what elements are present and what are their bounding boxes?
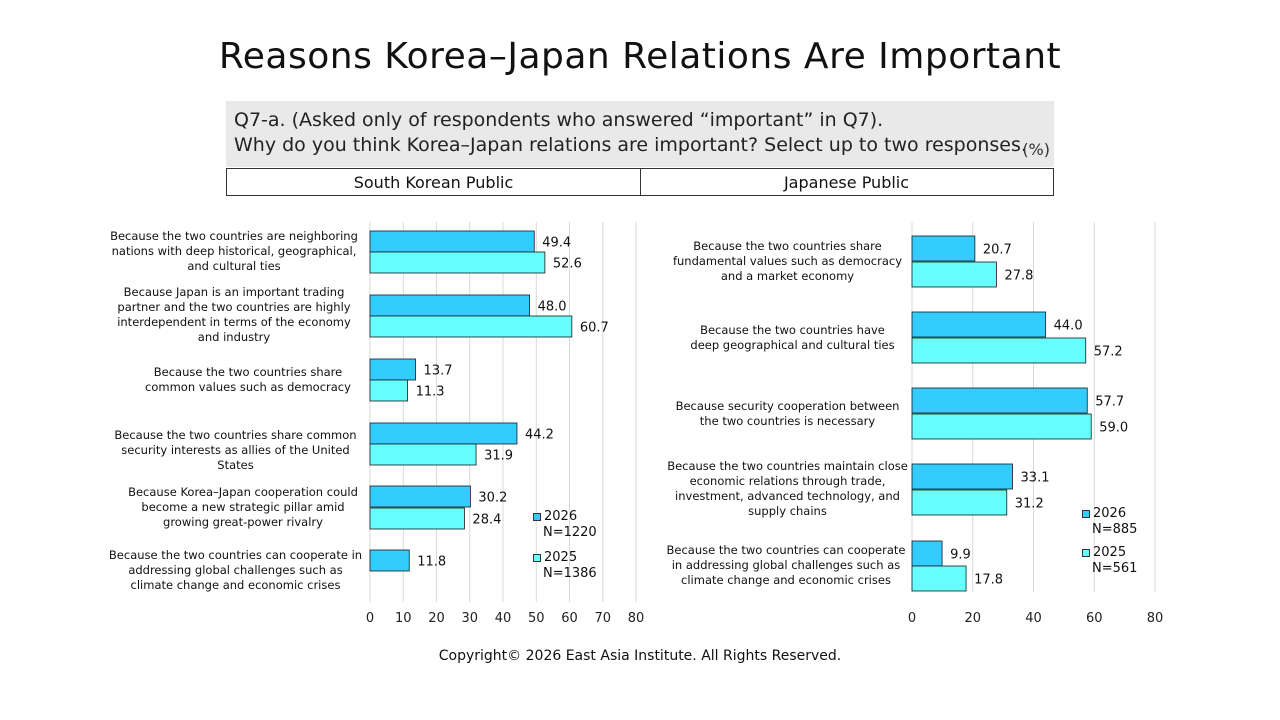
x-tick-label: 80 [628, 611, 645, 626]
legend-swatch-2025 [533, 553, 541, 562]
category-label: Because the two countries can cooperate … [666, 543, 906, 587]
bar-2025 [911, 261, 997, 288]
legend-n: N=885 [1092, 522, 1138, 537]
data-label: 44.0 [1054, 319, 1083, 334]
x-tick-label: 40 [495, 611, 512, 626]
category-label: Because the two countries have deep geog… [690, 323, 895, 352]
data-label: 59.0 [1099, 421, 1128, 436]
bar-2026 [369, 230, 535, 253]
bar-2026 [911, 235, 976, 262]
data-label: 60.7 [580, 321, 609, 336]
bar-2026 [369, 422, 518, 445]
category-label: Because Japan is an important trading pa… [117, 285, 351, 344]
data-label: 44.2 [525, 428, 554, 443]
bar-2025 [911, 413, 1092, 440]
category-label: Because the two countries can cooperate … [108, 548, 363, 592]
bar-2025 [911, 337, 1087, 364]
x-tick-label: 60 [561, 611, 578, 626]
category-label: Because Korea–Japan cooperation could be… [128, 485, 358, 529]
legend-n: N=1220 [543, 525, 597, 540]
question-box: Q7-a. (Asked only of respondents who ans… [226, 101, 1054, 167]
data-label: 57.7 [1095, 395, 1124, 410]
bar-2026 [369, 358, 416, 381]
legend-2026-right: 2026 N=885 [1082, 506, 1137, 538]
bar-2025 [369, 507, 465, 530]
data-label: 49.4 [542, 236, 571, 251]
legend-swatch-2025 [1082, 548, 1090, 557]
x-tick-label: 10 [395, 611, 412, 626]
bar-2025 [911, 489, 1008, 516]
data-label: 13.7 [424, 364, 453, 379]
question-line-2: Why do you think Korea–Japan relations a… [234, 134, 1027, 156]
x-tick-label: 0 [366, 611, 374, 626]
bar-2025 [369, 315, 573, 338]
category-label: Because the two countries are neighborin… [110, 229, 358, 273]
legend-n: N=1386 [543, 566, 597, 581]
bar-2025 [369, 379, 408, 402]
header-south-korean-public: South Korean Public [226, 168, 641, 196]
legend-swatch-2026 [533, 512, 541, 521]
question-line-1: Q7-a. (Asked only of respondents who ans… [234, 109, 884, 131]
legend-swatch-2026 [1082, 509, 1090, 518]
x-tick-label: 80 [1147, 611, 1164, 626]
bar-2025 [369, 251, 546, 274]
x-tick-label: 60 [1086, 611, 1103, 626]
data-label: 48.0 [538, 300, 567, 315]
x-tick-label: 70 [594, 611, 611, 626]
bar-2025 [369, 443, 477, 466]
category-label: Because the two countries maintain close… [667, 459, 908, 518]
data-label: 11.3 [416, 385, 445, 400]
data-label: 17.8 [974, 573, 1003, 588]
copyright: Copyright© 2026 East Asia Institute. All… [438, 648, 842, 664]
data-label: 31.9 [484, 449, 513, 464]
bar-2026 [369, 294, 531, 317]
bar-2026 [911, 311, 1047, 338]
legend-2025-right: 2025 N=561 [1082, 545, 1137, 577]
data-label: 31.2 [1015, 497, 1044, 512]
legend-2026-left: 2026 N=1220 [533, 509, 597, 541]
data-label: 33.1 [1021, 471, 1050, 486]
data-label: 27.8 [1004, 269, 1033, 284]
unit-label: (%) [1022, 140, 1050, 159]
bar-2026 [911, 387, 1088, 414]
legend-n: N=561 [1092, 561, 1138, 576]
category-label: Because the two countries share fundamen… [672, 239, 903, 283]
x-tick-label: 0 [908, 611, 916, 626]
x-tick-label: 20 [964, 611, 981, 626]
x-tick-label: 40 [1025, 611, 1042, 626]
category-label: Because security cooperation between the… [675, 399, 900, 428]
data-label: 11.8 [417, 555, 446, 570]
page-title: Reasons Korea–Japan Relations Are Import… [218, 36, 1062, 77]
x-tick-label: 20 [428, 611, 445, 626]
data-label: 57.2 [1094, 345, 1123, 360]
data-label: 9.9 [950, 548, 971, 563]
data-label: 28.4 [472, 513, 501, 528]
category-label: Because the two countries share common s… [114, 428, 357, 472]
legend-label: 2026 [1093, 506, 1127, 521]
bar-2026 [911, 540, 943, 567]
bar-2026 [369, 485, 471, 508]
legend-label: 2026 [544, 509, 578, 524]
data-label: 30.2 [478, 491, 507, 506]
x-tick-label: 30 [461, 611, 478, 626]
bar-2026 [369, 549, 410, 572]
header-japanese-public: Japanese Public [640, 168, 1054, 196]
category-label: Because the two countries share common v… [145, 365, 351, 394]
legend-2025-left: 2025 N=1386 [533, 550, 597, 582]
x-tick-label: 50 [528, 611, 545, 626]
data-label: 52.6 [553, 257, 582, 272]
data-label: 20.7 [983, 243, 1012, 258]
bar-2026 [911, 463, 1013, 490]
legend-label: 2025 [1093, 545, 1127, 560]
bar-2025 [911, 565, 967, 592]
legend-label: 2025 [544, 550, 578, 565]
